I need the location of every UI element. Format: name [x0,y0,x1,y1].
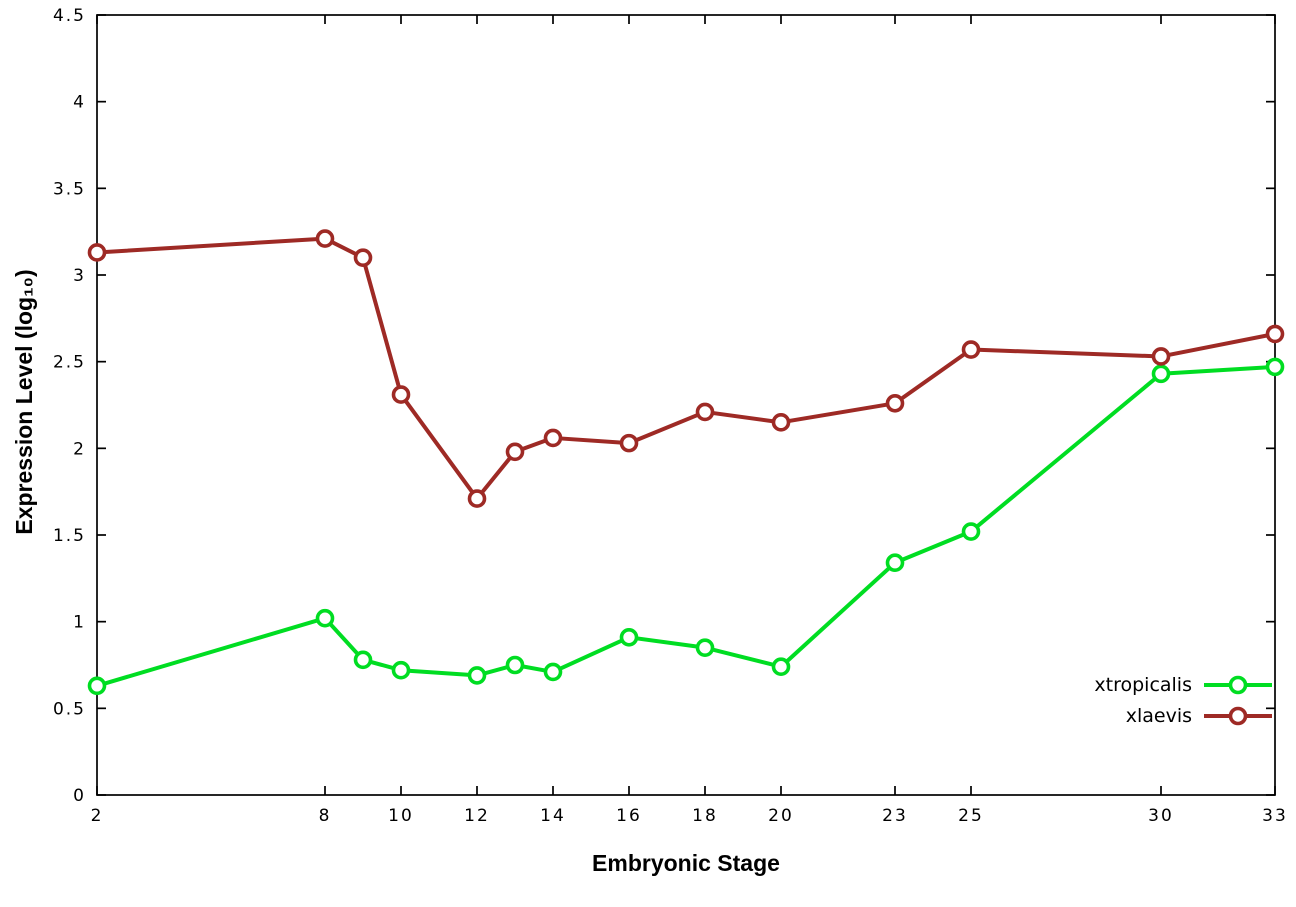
y-tick-label: 0.5 [53,699,86,719]
data-point-xtropicalis [467,666,487,685]
data-point-xlaevis [771,413,791,432]
y-tick-label: 1.5 [53,526,86,546]
data-point-xtropicalis [619,627,639,647]
data-point-xtropicalis [961,522,981,541]
x-tick-label: 14 [540,806,566,826]
plot-border [96,14,1276,796]
y-tick-label: 4 [73,93,86,113]
y-tick-label: 0 [73,786,86,806]
x-tick-label: 16 [616,806,642,826]
x-tick-label: 10 [388,806,414,826]
data-point-xlaevis [505,442,525,462]
legend-item-xlaevis: xlaevis [1094,705,1274,727]
legend-sample-xtropicalis [1204,675,1272,695]
x-tick-label: 20 [768,806,794,826]
y-tick-label: 1 [73,613,86,633]
data-point-xtropicalis [1265,357,1285,377]
x-tick-label: 30 [1148,806,1174,826]
data-point-xtropicalis [695,638,715,657]
y-tick-label: 3.5 [53,179,86,199]
series-line-xtropicalis [95,364,1277,688]
data-point-xtropicalis [391,660,411,680]
data-point-xtropicalis [315,608,335,628]
x-tick-label: 2 [91,806,104,826]
y-tick-label: 3 [73,266,86,286]
data-point-xlaevis [695,402,715,422]
data-point-xtropicalis [87,676,107,696]
y-tick-label: 2 [73,439,86,459]
series-line-xlaevis [95,236,1277,501]
legend-marker-xtropicalis [1228,675,1248,695]
data-point-xtropicalis [1151,364,1171,384]
data-point-xlaevis [543,428,563,448]
data-point-xtropicalis [771,657,791,677]
x-axis-title: Embryonic Stage [592,850,780,876]
y-axis-title: Expression Level (log₁₀) [11,269,37,535]
x-tick-label: 33 [1262,806,1288,826]
data-point-xtropicalis [505,655,525,675]
data-point-xlaevis [353,248,373,267]
data-point-xtropicalis [353,650,373,670]
data-point-xtropicalis [543,662,563,682]
x-tick-label: 12 [464,806,490,826]
x-tick-label: 23 [882,806,908,826]
data-point-xlaevis [1151,347,1171,366]
data-point-xlaevis [885,393,905,413]
x-tick-label: 8 [319,806,332,826]
x-tick-label: 18 [692,806,718,826]
y-tick-label: 2.5 [53,353,86,373]
legend-label-xtropicalis: xtropicalis [1094,674,1192,696]
data-point-xtropicalis [885,553,905,573]
y-tick-label: 4.5 [53,6,86,26]
data-point-xlaevis [1265,324,1285,344]
legend-sample-xlaevis [1204,706,1272,726]
legend-item-xtropicalis: xtropicalis [1094,674,1274,696]
data-point-xlaevis [467,489,487,508]
data-point-xlaevis [619,433,639,453]
x-tick-label: 25 [958,806,984,826]
legend-marker-xlaevis [1228,706,1248,726]
legend: xtropicalis xlaevis [1094,674,1274,727]
data-point-xlaevis [961,340,981,359]
data-point-xlaevis [315,229,335,248]
data-point-xlaevis [391,385,411,404]
data-point-xlaevis [87,243,107,262]
legend-label-xlaevis: xlaevis [1125,705,1192,727]
